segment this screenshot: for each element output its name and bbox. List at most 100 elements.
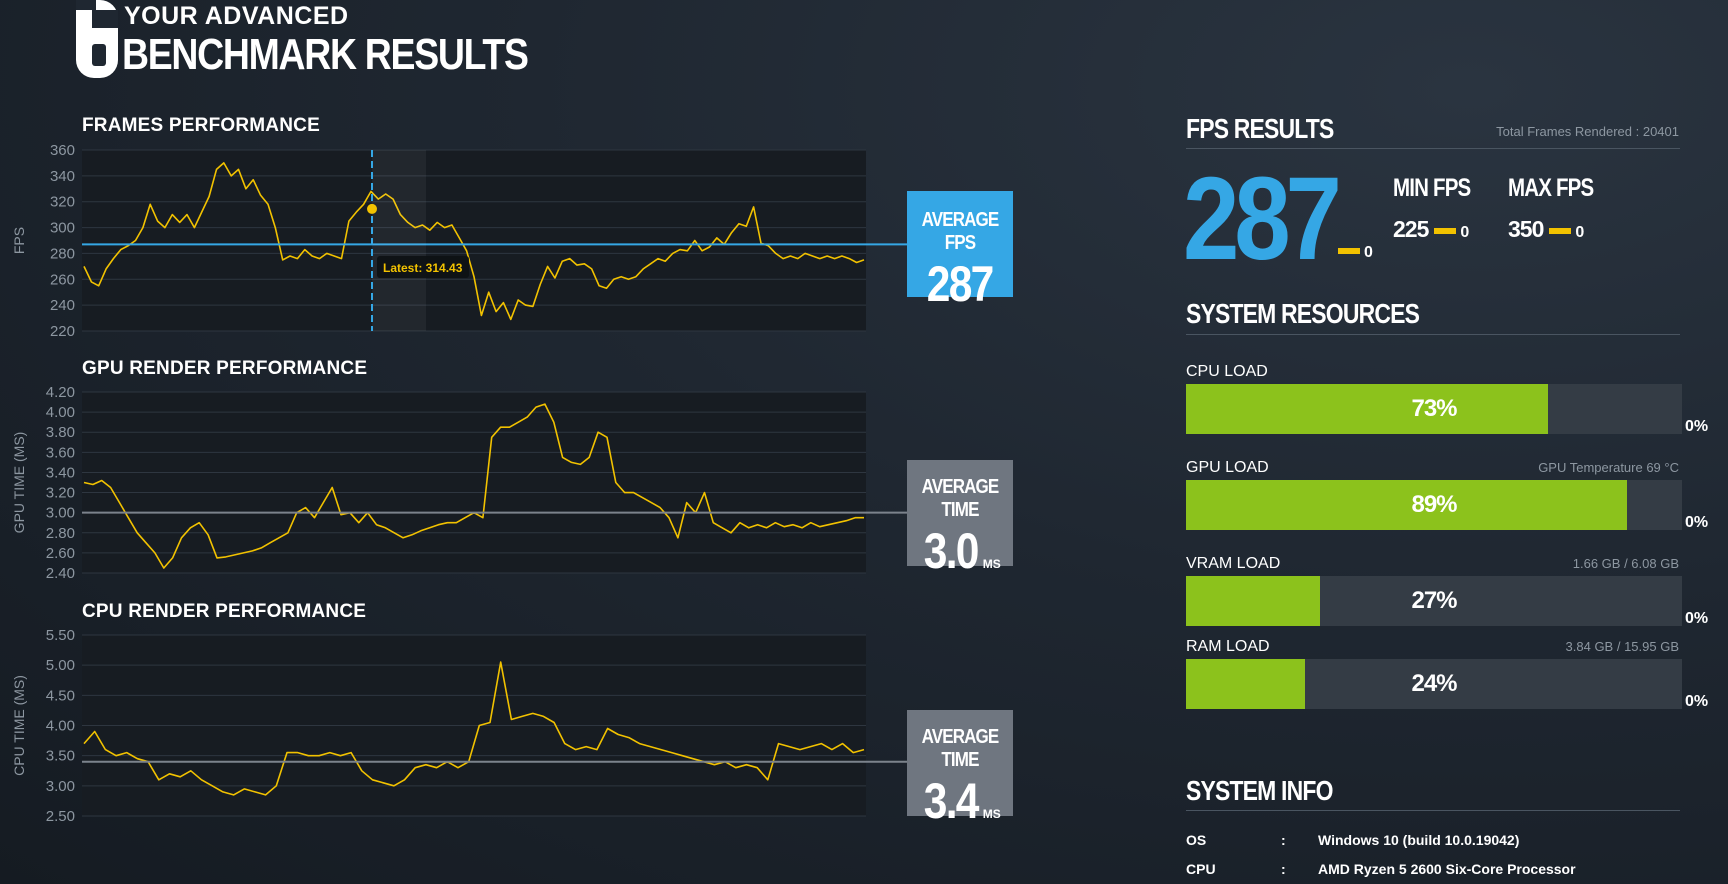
fps-cursor-highlight xyxy=(372,150,426,331)
fps-axis-label: FPS xyxy=(11,227,27,254)
six-logo-icon-cut xyxy=(76,0,96,10)
cpu-tick-label: 2.50 xyxy=(46,808,75,825)
average-cpu-time-value: 3.4 xyxy=(923,773,980,829)
system-info-heading: SYSTEM INFO xyxy=(1186,775,1333,806)
average-gpu-time-value: 3.0 xyxy=(923,523,980,579)
fps-tick-label: 260 xyxy=(50,271,75,288)
fps-tooltip-box xyxy=(377,256,469,278)
cpu-tick-label: 3.50 xyxy=(46,748,75,765)
gpu-tick-label: 3.40 xyxy=(46,464,75,481)
ram-load-label: RAM LOAD xyxy=(1186,638,1270,655)
min-fps-label: MIN FPS xyxy=(1393,174,1471,202)
cpu-series-line xyxy=(83,661,865,796)
fps-cursor-point xyxy=(367,203,377,214)
average-cpu-time-box: AVERAGE TIME 3.4 MS xyxy=(907,710,1013,829)
cpu-axis-label: CPU TIME (MS) xyxy=(11,675,27,776)
fps-tick-label: 280 xyxy=(50,245,75,262)
cpu-load-label: CPU LOAD xyxy=(1186,363,1268,380)
fps-tick-label: 360 xyxy=(50,142,75,159)
header-subtitle: YOUR ADVANCED xyxy=(124,2,349,30)
fps-tick-label: 220 xyxy=(50,323,75,340)
vram-load-fill xyxy=(1186,576,1320,626)
fps-series-line xyxy=(83,162,865,321)
cpu-tick-label: 4.00 xyxy=(46,718,75,735)
charts-canvas: 360 340 320 300 280 260 240 220 FPS 4.20 4.00 3.80 3… xyxy=(11,142,907,825)
vram-load-label: VRAM LOAD xyxy=(1186,555,1281,572)
min-fps-row: 225 0 xyxy=(1393,216,1469,243)
vram-usage-note: 1.66 GB / 6.08 GB xyxy=(1572,556,1679,571)
gpu-tick-label: 3.80 xyxy=(46,424,75,441)
min-fps-value: 225 xyxy=(1393,216,1429,242)
os-sep: : xyxy=(1281,832,1286,848)
gpu-tick-label: 2.40 xyxy=(46,565,75,582)
average-cpu-time-unit: MS xyxy=(982,807,1001,821)
divider xyxy=(1186,148,1680,149)
cpu-sep: : xyxy=(1281,861,1286,877)
vram-load-bar xyxy=(1186,576,1682,626)
cpu-key: CPU xyxy=(1186,861,1216,877)
cpu-value: AMD Ryzen 5 2600 Six-Core Processor xyxy=(1318,861,1576,877)
fps-tick-label: 340 xyxy=(50,168,75,185)
gpu-load-fill xyxy=(1186,480,1628,530)
cpu-load-value: 73% xyxy=(1411,395,1457,422)
gpu-tick-label: 3.00 xyxy=(46,505,75,522)
six-logo-icon-hole xyxy=(92,44,106,66)
os-value: Windows 10 (build 10.0.19042) xyxy=(1318,832,1520,848)
gpu-tick-label: 3.20 xyxy=(46,485,75,502)
cpu-load-bar xyxy=(1186,384,1682,434)
gpu-plot-area xyxy=(82,392,866,573)
max-fps-row: 350 0 xyxy=(1508,216,1584,243)
average-fps-box: AVERAGE FPS 287 xyxy=(907,191,1013,312)
average-gpu-time-box: AVERAGE TIME 3.0 MS xyxy=(907,460,1013,579)
system-resources-heading: SYSTEM RESOURCES xyxy=(1186,298,1420,329)
cpu-tick-label: 3.00 xyxy=(46,778,75,795)
max-fps-value: 350 xyxy=(1508,216,1544,242)
average-gpu-time-unit: MS xyxy=(982,557,1001,571)
total-frames-rendered: Total Frames Rendered : 20401 xyxy=(1496,124,1679,139)
gpu-chart-title: GPU RENDER PERFORMANCE xyxy=(82,358,368,379)
cpu-chart-title: CPU RENDER PERFORMANCE xyxy=(82,601,367,622)
fps-tick-label: 240 xyxy=(50,297,75,314)
min-fps-zero: 0 xyxy=(1460,224,1470,241)
gpu-tick-label: 4.20 xyxy=(46,384,75,401)
fps-results-heading: FPS RESULTS xyxy=(1186,113,1334,144)
max-fps-label: MAX FPS xyxy=(1508,174,1594,202)
delta-dash-icon xyxy=(1549,228,1572,235)
average-cpu-time-label: AVERAGE TIME xyxy=(921,726,1000,771)
ram-load-zero: 0% xyxy=(1685,693,1709,710)
gpu-tick-label: 3.60 xyxy=(46,444,75,461)
gpu-load-bar xyxy=(1186,480,1682,530)
delta-dash-icon xyxy=(1434,228,1457,235)
gpu-tick-label: 2.80 xyxy=(46,525,75,542)
fps-plot-area xyxy=(82,150,866,331)
cpu-tick-label: 4.50 xyxy=(46,687,75,704)
gpu-axis-label: GPU TIME (MS) xyxy=(11,432,27,534)
six-logo-icon-notch xyxy=(92,10,118,28)
fps-average-delta: 0 xyxy=(1332,244,1373,262)
gpu-tick-label: 2.60 xyxy=(46,545,75,562)
ram-load-bar xyxy=(1186,659,1682,709)
ram-usage-note: 3.84 GB / 15.95 GB xyxy=(1565,639,1679,654)
ram-load-fill xyxy=(1186,659,1306,709)
divider xyxy=(1186,334,1680,335)
cpu-tick-label: 5.00 xyxy=(46,657,75,674)
vram-load-value: 27% xyxy=(1411,587,1457,614)
divider xyxy=(1186,810,1680,811)
fps-average-value: 287 xyxy=(1183,153,1342,285)
ram-load-value: 24% xyxy=(1411,670,1457,697)
gpu-load-value: 89% xyxy=(1411,491,1457,518)
cpu-load-fill xyxy=(1186,384,1549,434)
average-fps-label: AVERAGE FPS xyxy=(921,209,1000,254)
delta-dash-icon xyxy=(1338,248,1360,255)
fps-tick-label: 320 xyxy=(50,194,75,211)
frames-chart-title: FRAMES PERFORMANCE xyxy=(82,115,320,136)
cpu-load-zero: 0% xyxy=(1685,418,1709,435)
gpu-temperature-note: GPU Temperature 69 °C xyxy=(1538,460,1679,475)
header-title: BENCHMARK RESULTS xyxy=(122,30,529,79)
gpu-load-label: GPU LOAD xyxy=(1186,459,1269,476)
cpu-tick-label: 5.50 xyxy=(46,627,75,644)
gpu-load-zero: 0% xyxy=(1685,514,1709,531)
vram-load-zero: 0% xyxy=(1685,610,1709,627)
average-gpu-time-label: AVERAGE TIME xyxy=(921,476,1000,521)
fps-tooltip-text: Latest: 314.43 xyxy=(383,261,463,275)
